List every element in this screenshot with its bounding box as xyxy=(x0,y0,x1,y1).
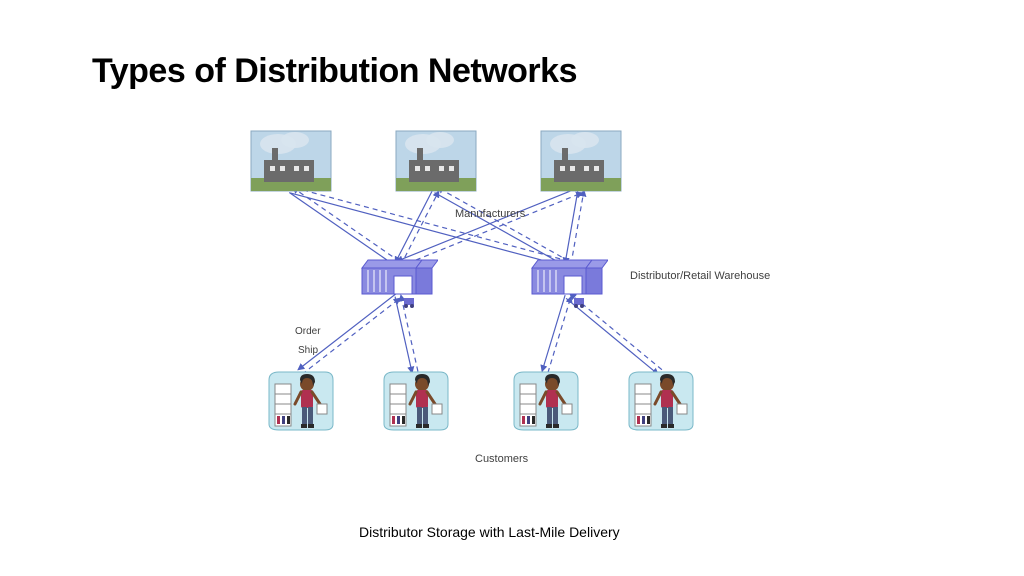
warehouse-node xyxy=(530,258,608,300)
factory-icon xyxy=(540,130,622,192)
customer-icon xyxy=(380,370,450,432)
customer-icon xyxy=(265,370,335,432)
customer-icon xyxy=(510,370,580,432)
warehouse-label: Distributor/Retail Warehouse xyxy=(630,270,770,282)
factory-node xyxy=(250,130,332,192)
warehouse-node xyxy=(360,258,438,300)
order-label: Order xyxy=(295,326,321,337)
page-title: Types of Distribution Networks xyxy=(92,52,577,91)
diagram-caption: Distributor Storage with Last-Mile Deliv… xyxy=(359,524,620,540)
warehouse-icon xyxy=(360,258,438,308)
customer-node xyxy=(625,370,695,432)
customer-node xyxy=(380,370,450,432)
factory-icon xyxy=(395,130,477,192)
customer-node xyxy=(510,370,580,432)
factory-node xyxy=(540,130,622,192)
warehouse-icon xyxy=(530,258,608,308)
factory-icon xyxy=(250,130,332,192)
customer-icon xyxy=(625,370,695,432)
customer-node xyxy=(265,370,335,432)
manufacturers-label: Manufacturers xyxy=(455,208,525,220)
factory-node xyxy=(395,130,477,192)
ship-label: Ship xyxy=(298,345,318,356)
customers-label: Customers xyxy=(475,453,528,465)
network-diagram: Manufacturers Distributor/Retail Warehou… xyxy=(210,130,810,490)
